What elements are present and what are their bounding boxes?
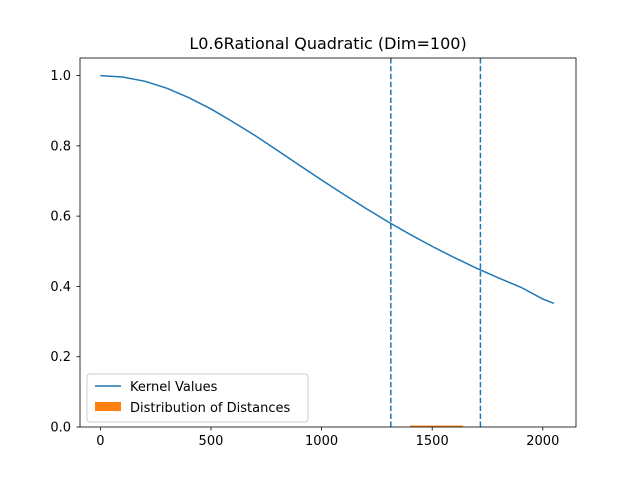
y-tick-label: 0.6	[50, 210, 71, 225]
chart-title: L0.6Rational Quadratic (Dim=100)	[189, 34, 466, 53]
x-tick-label: 2000	[526, 434, 559, 449]
axes-frame	[79, 57, 577, 428]
kernel-values-line	[100, 74, 555, 305]
x-tick-label: 1000	[305, 434, 338, 449]
y-tick-label: 0.4	[50, 280, 71, 295]
histogram-bar	[410, 425, 422, 427]
legend-frame	[86, 373, 309, 423]
histogram-bar	[454, 425, 464, 427]
histogram-bar	[443, 425, 455, 427]
y-tick-label: 1.0	[50, 69, 71, 84]
legend-label-kernel-values: Kernel Values	[130, 380, 218, 395]
y-tick-label: 0.2	[50, 350, 71, 365]
x-tick-label: 0	[96, 434, 104, 449]
y-tick-label: 0.8	[50, 139, 71, 154]
x-tick-label: 500	[199, 434, 224, 449]
histogram-bar	[432, 425, 444, 427]
legend-patch-swatch	[95, 402, 121, 411]
y-tick-label: 0.0	[50, 421, 71, 436]
plot-area	[100, 58, 555, 427]
legend: Kernel Values Distribution of Distances	[86, 373, 309, 423]
histogram-bar	[421, 425, 433, 427]
axes: 0 500 1000 1500 2000 0.0 0.2 0.4 0.6 0.8 1.0	[50, 57, 577, 449]
legend-label-distribution: Distribution of Distances	[130, 401, 290, 416]
x-tick-label: 1500	[416, 434, 449, 449]
